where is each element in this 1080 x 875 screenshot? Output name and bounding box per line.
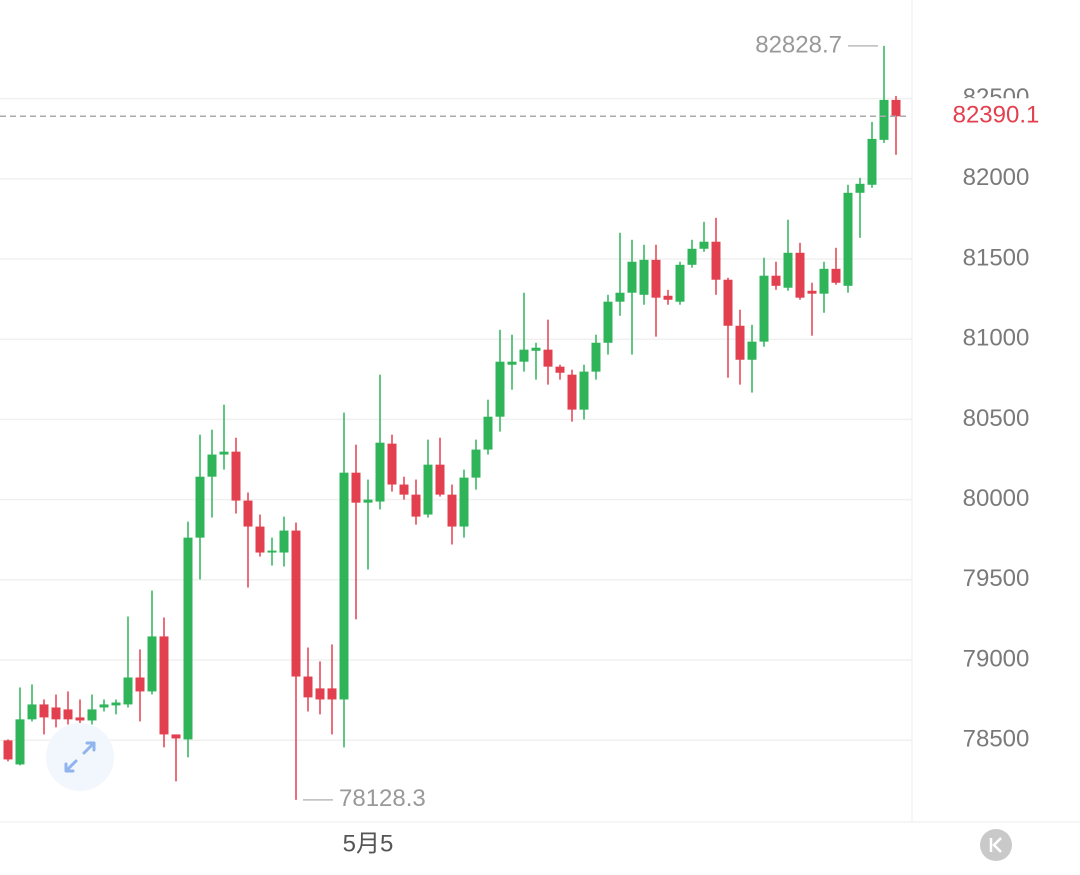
grid [0,97,912,741]
candle-body [831,268,841,283]
candle-body [15,719,25,765]
y-tick-label: 82000 [963,164,1030,191]
candle-body [747,341,757,360]
y-tick-label: 78500 [963,726,1030,753]
candle-body [507,361,517,365]
candle-body [243,500,253,527]
back-button-bg[interactable] [980,829,1012,861]
candle-body [783,252,793,288]
candle-body [375,442,385,502]
candle-body [207,454,217,477]
candle-body [651,259,661,298]
labels: 78500 79000 79500 80000 80500 81000 81500 82000… [0,31,1080,857]
candle-body [387,443,397,485]
last-price-tag [913,98,1080,135]
max-label: 82828.7 [755,31,842,58]
candle-body [399,484,409,495]
candle-body [687,248,697,265]
candle-body [567,374,577,410]
candle-body [111,702,121,706]
candle-body [807,290,817,294]
candle-body [3,740,13,760]
y-tick-label: 80500 [963,405,1030,432]
candle-body [615,292,625,302]
candle-body [99,704,109,708]
candle-body [315,688,325,700]
candle-body [159,636,169,735]
y-tick-label: 79500 [963,565,1030,592]
candle-body [63,709,73,720]
y-tick-label: 81000 [963,325,1030,352]
candle-body [591,342,601,372]
candle-body [255,526,265,553]
candle-body [735,325,745,360]
candle-body [795,252,805,298]
candle-body [639,259,649,295]
candle-body [771,275,781,286]
candle-body [87,709,97,721]
candle-body [471,449,481,478]
candle-body [459,477,469,527]
last-price-label: 82390.1 [953,102,1040,129]
candle-body [723,279,733,326]
candle-body [843,192,853,286]
candle-body [423,464,433,515]
y-tick-label: 79000 [963,645,1030,672]
candle-body [291,530,301,677]
candles [3,45,901,800]
candle-body [867,138,877,185]
candle-body [483,416,493,450]
expand-button-bg[interactable] [46,723,114,791]
candle-body [27,704,37,720]
candle-body [363,499,373,503]
candle-body [267,550,277,553]
candle-body [891,99,901,117]
expand-button[interactable] [46,723,114,791]
back-icon[interactable] [989,837,1002,853]
candle-body [819,268,829,294]
candle-body [543,349,553,367]
candle-body [303,676,313,698]
candle-body [759,275,769,342]
candle-body [195,476,205,538]
candle-body [327,688,337,700]
candle-body [855,183,865,193]
candle-body [279,530,289,553]
candle-body [711,241,721,280]
candle-body [183,537,193,740]
candle-body [879,99,889,140]
candle-body [39,704,49,718]
candle-body [675,264,685,302]
candle-body [531,347,541,351]
candle-body [219,451,229,455]
x-tick-label: 5月5 [343,830,394,857]
candle-body [627,261,637,293]
candle-body [147,636,157,692]
expand-icon[interactable] [64,741,96,773]
candle-body [339,472,349,700]
candle-body [351,472,361,503]
candle-body [231,451,241,501]
candle-body [123,677,133,705]
candle-body [75,717,85,721]
candle-body [519,349,529,362]
candle-body [411,494,421,517]
candle-body [135,677,145,692]
back-to-latest-button[interactable] [980,829,1012,861]
candle-body [663,295,673,300]
candle-body [447,494,457,527]
candle-body [171,734,181,739]
y-tick-label: 81500 [963,244,1030,271]
candle-body [699,241,709,249]
candle-body [51,707,61,720]
candle-body [435,464,445,495]
candle-body [603,301,613,343]
candle-body [555,366,565,373]
candle-body [495,361,505,417]
y-tick-label: 80000 [963,485,1030,512]
candle-body [579,371,589,410]
min-label: 78128.3 [339,785,426,812]
